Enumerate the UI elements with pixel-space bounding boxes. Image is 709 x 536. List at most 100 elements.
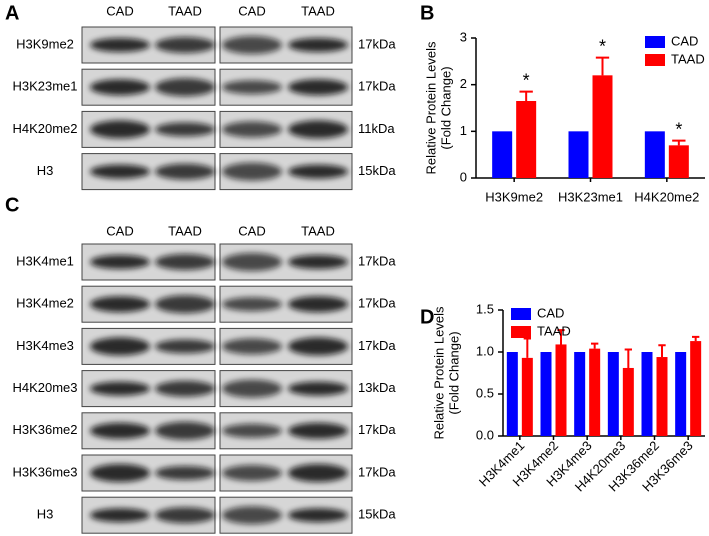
blot-band — [90, 422, 150, 439]
blot-band — [288, 337, 348, 356]
blot-band — [155, 507, 215, 524]
size-label: 13kDa — [358, 380, 396, 395]
blot-band — [288, 422, 348, 439]
size-label: 15kDa — [358, 163, 396, 178]
y-tick-label: 0.0 — [476, 427, 494, 442]
y-axis-label: Relative Protein Levels — [431, 306, 446, 439]
blot-band — [90, 337, 150, 356]
error-bar — [624, 348, 632, 368]
bar — [540, 352, 552, 436]
significance: * — [599, 36, 606, 56]
blot-band — [155, 254, 215, 270]
bar — [641, 352, 653, 436]
legend-label: TAAD — [537, 323, 571, 338]
error-bar — [672, 139, 686, 146]
size-label: 17kDa — [358, 422, 396, 437]
blot-band — [155, 421, 215, 440]
lane-label: CAD — [238, 3, 265, 18]
blot-band — [155, 466, 215, 480]
protein-label: H3 — [37, 163, 54, 178]
y-tick-label: 0.5 — [476, 385, 494, 400]
lane-label: TAAD — [168, 223, 202, 238]
blot-band — [155, 122, 215, 137]
significance: * — [675, 119, 682, 139]
blot-band — [222, 36, 282, 54]
x-tick-label: H3K9me2 — [485, 189, 543, 204]
y-tick-label: 1.0 — [476, 343, 494, 358]
blot-band — [288, 120, 348, 139]
blot-band — [155, 339, 215, 354]
panel-letter: A — [5, 2, 19, 24]
blot-band — [222, 506, 282, 525]
bar — [675, 352, 687, 436]
size-label: 17kDa — [358, 464, 396, 479]
y-tick-label: 0 — [460, 169, 467, 184]
blot-band — [288, 296, 348, 313]
blot-band — [155, 295, 215, 314]
lane-label: CAD — [106, 223, 133, 238]
bar — [644, 131, 665, 178]
blot-band — [155, 380, 215, 397]
protein-label: H3K4me2 — [16, 296, 74, 311]
error-bar — [595, 56, 610, 76]
blot-band — [222, 253, 282, 271]
legend-swatch — [645, 36, 665, 48]
bar — [656, 357, 668, 436]
protein-label: H3 — [37, 507, 54, 522]
protein-label: H3K23me1 — [12, 79, 77, 94]
protein-label: H3K4me3 — [16, 338, 74, 353]
panel-letter: D — [420, 306, 434, 328]
y-tick-label: 1 — [460, 123, 467, 138]
blot-band — [288, 79, 348, 96]
size-label: 17kDa — [358, 338, 396, 353]
blot-band — [222, 423, 282, 438]
error-bar — [692, 335, 700, 342]
bar — [516, 101, 537, 178]
blot-band — [90, 296, 150, 313]
error-bar — [519, 90, 533, 101]
blot-band — [222, 338, 282, 355]
bar — [690, 341, 702, 436]
bar — [574, 352, 586, 436]
bar — [555, 344, 567, 436]
size-label: 17kDa — [358, 36, 396, 51]
size-label: 11kDa — [358, 121, 395, 136]
blot-band — [288, 464, 348, 482]
bar — [521, 357, 533, 436]
bar — [622, 367, 634, 436]
legend-swatch — [511, 326, 531, 338]
y-axis-label: (Fold Change) — [438, 66, 453, 149]
size-label: 17kDa — [358, 253, 396, 268]
panel-letter: B — [420, 2, 434, 24]
y-axis-label: Relative Protein Levels — [423, 41, 438, 174]
lane-label: TAAD — [301, 223, 335, 238]
protein-label: H4K20me2 — [12, 121, 77, 136]
bar — [592, 75, 613, 178]
blot-band — [288, 164, 348, 179]
protein-label: H3K36me2 — [12, 422, 77, 437]
y-tick-label: 1.5 — [476, 301, 494, 316]
legend-label: CAD — [671, 33, 698, 48]
bar — [589, 348, 601, 436]
blot-band — [222, 465, 282, 481]
legend-label: CAD — [537, 305, 564, 320]
protein-label: H4K20me3 — [12, 380, 77, 395]
bar — [668, 145, 689, 178]
blot-band — [90, 164, 150, 179]
blot-band — [90, 120, 150, 139]
lane-label: CAD — [106, 3, 133, 18]
protein-label: H3K4me1 — [16, 253, 74, 268]
blot-band — [155, 37, 215, 53]
protein-label: H3K36me3 — [12, 464, 77, 479]
bar — [506, 352, 518, 436]
significance: * — [523, 70, 530, 90]
blot-band — [90, 508, 150, 523]
bar — [568, 131, 589, 178]
legend-label: TAAD — [671, 51, 705, 66]
x-tick-label: H3K23me1 — [558, 189, 623, 204]
blot-band — [288, 255, 348, 269]
blot-band — [222, 80, 282, 95]
blot-band — [155, 78, 215, 97]
error-bar — [523, 337, 531, 358]
